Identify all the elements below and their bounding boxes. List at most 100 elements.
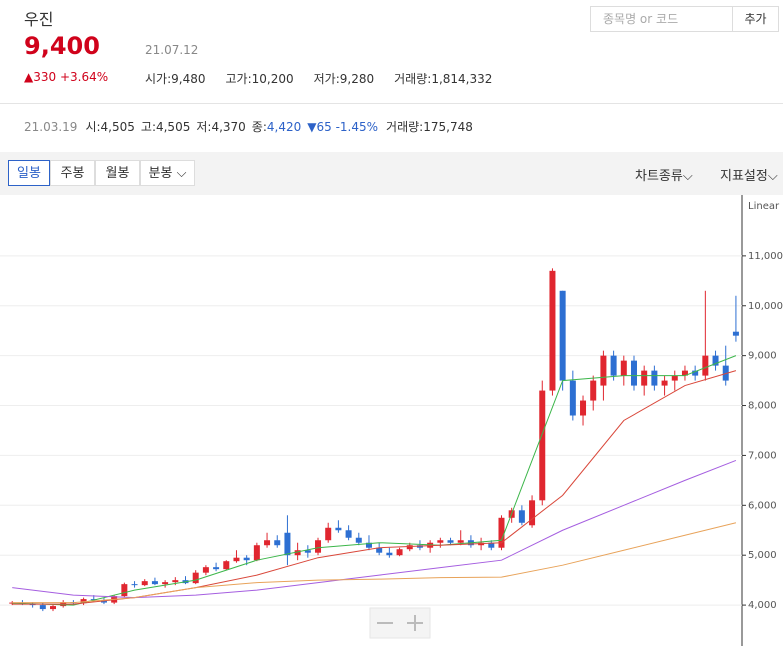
search-button[interactable]: 추가 xyxy=(733,6,779,32)
stat: 시가:9,480 xyxy=(145,72,206,86)
candle-body xyxy=(549,270,556,391)
indicator-menu[interactable]: 지표설정⌵ xyxy=(720,169,778,184)
candle-body xyxy=(437,540,444,543)
y-tick-label: 6,000 xyxy=(748,500,777,511)
stat-value: 9,480 xyxy=(171,72,206,86)
search-input[interactable]: 종목명 or 코드 xyxy=(590,6,733,32)
candle-body xyxy=(559,290,566,381)
candle-body xyxy=(600,355,607,386)
plot: 4,000 5,000 6,000 7,000 8,000 9,000 10,000 11,0… xyxy=(0,251,783,611)
candle-body xyxy=(518,510,525,523)
chart: Linear 4,000 5,000 6,000 7,000 8,000 9,000 10,… xyxy=(0,195,783,646)
stat-value: 4,505 xyxy=(100,120,135,134)
tab[interactable]: 분봉 ⌵ xyxy=(140,160,195,186)
candle-body xyxy=(386,552,393,556)
hover-info: 21.03.19 시:4,505 고:4,505 저:4,370 종:4,420 ▼65 … xyxy=(24,120,473,134)
hover-stat: 종:4,420 xyxy=(251,120,302,134)
moving-average xyxy=(12,459,737,599)
volume-label: 거래량 xyxy=(386,120,420,134)
candle-body xyxy=(243,557,250,561)
date: 21.07.12 xyxy=(145,43,199,57)
tab[interactable]: 월봉 xyxy=(95,160,140,186)
candle-body xyxy=(80,599,87,604)
menu-label: 차트종류 xyxy=(635,169,683,184)
hover-stat: 저:4,370 xyxy=(196,120,246,134)
candle-body xyxy=(396,549,403,556)
change: ▲330 +3.64% xyxy=(24,70,109,84)
chart-type-menu[interactable]: 차트종류⌵ xyxy=(635,169,693,184)
candle-body xyxy=(121,584,128,597)
stat-label: 저 xyxy=(196,120,208,134)
stat-value: 4,505 xyxy=(155,120,191,134)
candle-body xyxy=(345,530,352,538)
hover-stat: 고:4,505 xyxy=(140,120,191,134)
candle-body xyxy=(406,545,413,550)
candle-body xyxy=(213,567,220,570)
candle-body xyxy=(50,606,57,610)
candle-body xyxy=(610,355,617,376)
moving-average xyxy=(12,522,737,604)
candle-body xyxy=(712,355,719,366)
moving-average xyxy=(12,355,737,606)
candle-body xyxy=(151,581,158,585)
candle-body xyxy=(325,527,332,541)
y-tick-label: 8,000 xyxy=(748,401,777,412)
candle-body xyxy=(355,537,362,543)
candle-body xyxy=(304,550,311,553)
candle-body xyxy=(294,550,301,556)
candle-body xyxy=(661,380,668,386)
candle-body xyxy=(671,375,678,381)
candle-body xyxy=(233,557,240,562)
candle-body xyxy=(529,500,536,526)
y-tick-label: 7,000 xyxy=(748,450,777,461)
stat-label: 거래량 xyxy=(394,72,428,86)
stock-name: 우진 xyxy=(24,10,54,29)
candle-body xyxy=(376,547,383,553)
candle-body xyxy=(39,605,46,610)
candle-body xyxy=(192,572,199,584)
candle-body xyxy=(651,370,658,386)
candle-body xyxy=(590,380,597,401)
candle-body xyxy=(264,540,271,546)
candle-body xyxy=(630,360,637,386)
stat: 저가:9,280 xyxy=(313,72,375,86)
tab[interactable]: 주봉 xyxy=(50,160,95,186)
stat-label: 시가 xyxy=(145,72,168,86)
candle-body xyxy=(620,360,627,376)
candle-body xyxy=(569,380,576,416)
stat-label: 시 xyxy=(85,120,97,134)
stat-label: 고 xyxy=(140,120,152,134)
candle-body xyxy=(131,584,138,586)
candle-body xyxy=(488,542,495,548)
y-tick-label: 11,000 xyxy=(748,251,783,262)
stat-value: 10,200 xyxy=(251,72,294,86)
candle-body xyxy=(580,400,587,416)
scale-label: Linear xyxy=(748,201,780,212)
candle-body xyxy=(274,540,281,546)
candle-body xyxy=(162,582,169,585)
stat-label: 고가 xyxy=(225,72,248,86)
stat-value: 9,280 xyxy=(339,72,375,86)
candle-body xyxy=(335,527,342,531)
candle-body xyxy=(641,370,648,386)
candle-body xyxy=(702,355,709,376)
tab[interactable]: 일봉 xyxy=(8,160,50,186)
price: 9,400 xyxy=(24,32,100,60)
candle-body xyxy=(365,542,372,548)
hover-stat: 시:4,505 xyxy=(85,120,135,134)
y-tick-label: 5,000 xyxy=(748,550,777,561)
candle-body xyxy=(447,540,454,543)
volume-value: 175,748 xyxy=(423,120,473,134)
candle-body xyxy=(141,581,148,586)
y-tick-label: 4,000 xyxy=(748,600,777,611)
hover-change: ▼65 -1.45% xyxy=(307,120,379,134)
stat-label: 종 xyxy=(251,120,263,134)
change-pct: +3.64% xyxy=(59,70,109,84)
candle-body xyxy=(284,532,291,556)
candle-body xyxy=(498,517,505,548)
change-value: 65 xyxy=(316,120,332,134)
candle-body xyxy=(692,370,699,376)
candle-body xyxy=(223,561,230,570)
menu-label: 지표설정 xyxy=(720,169,768,184)
